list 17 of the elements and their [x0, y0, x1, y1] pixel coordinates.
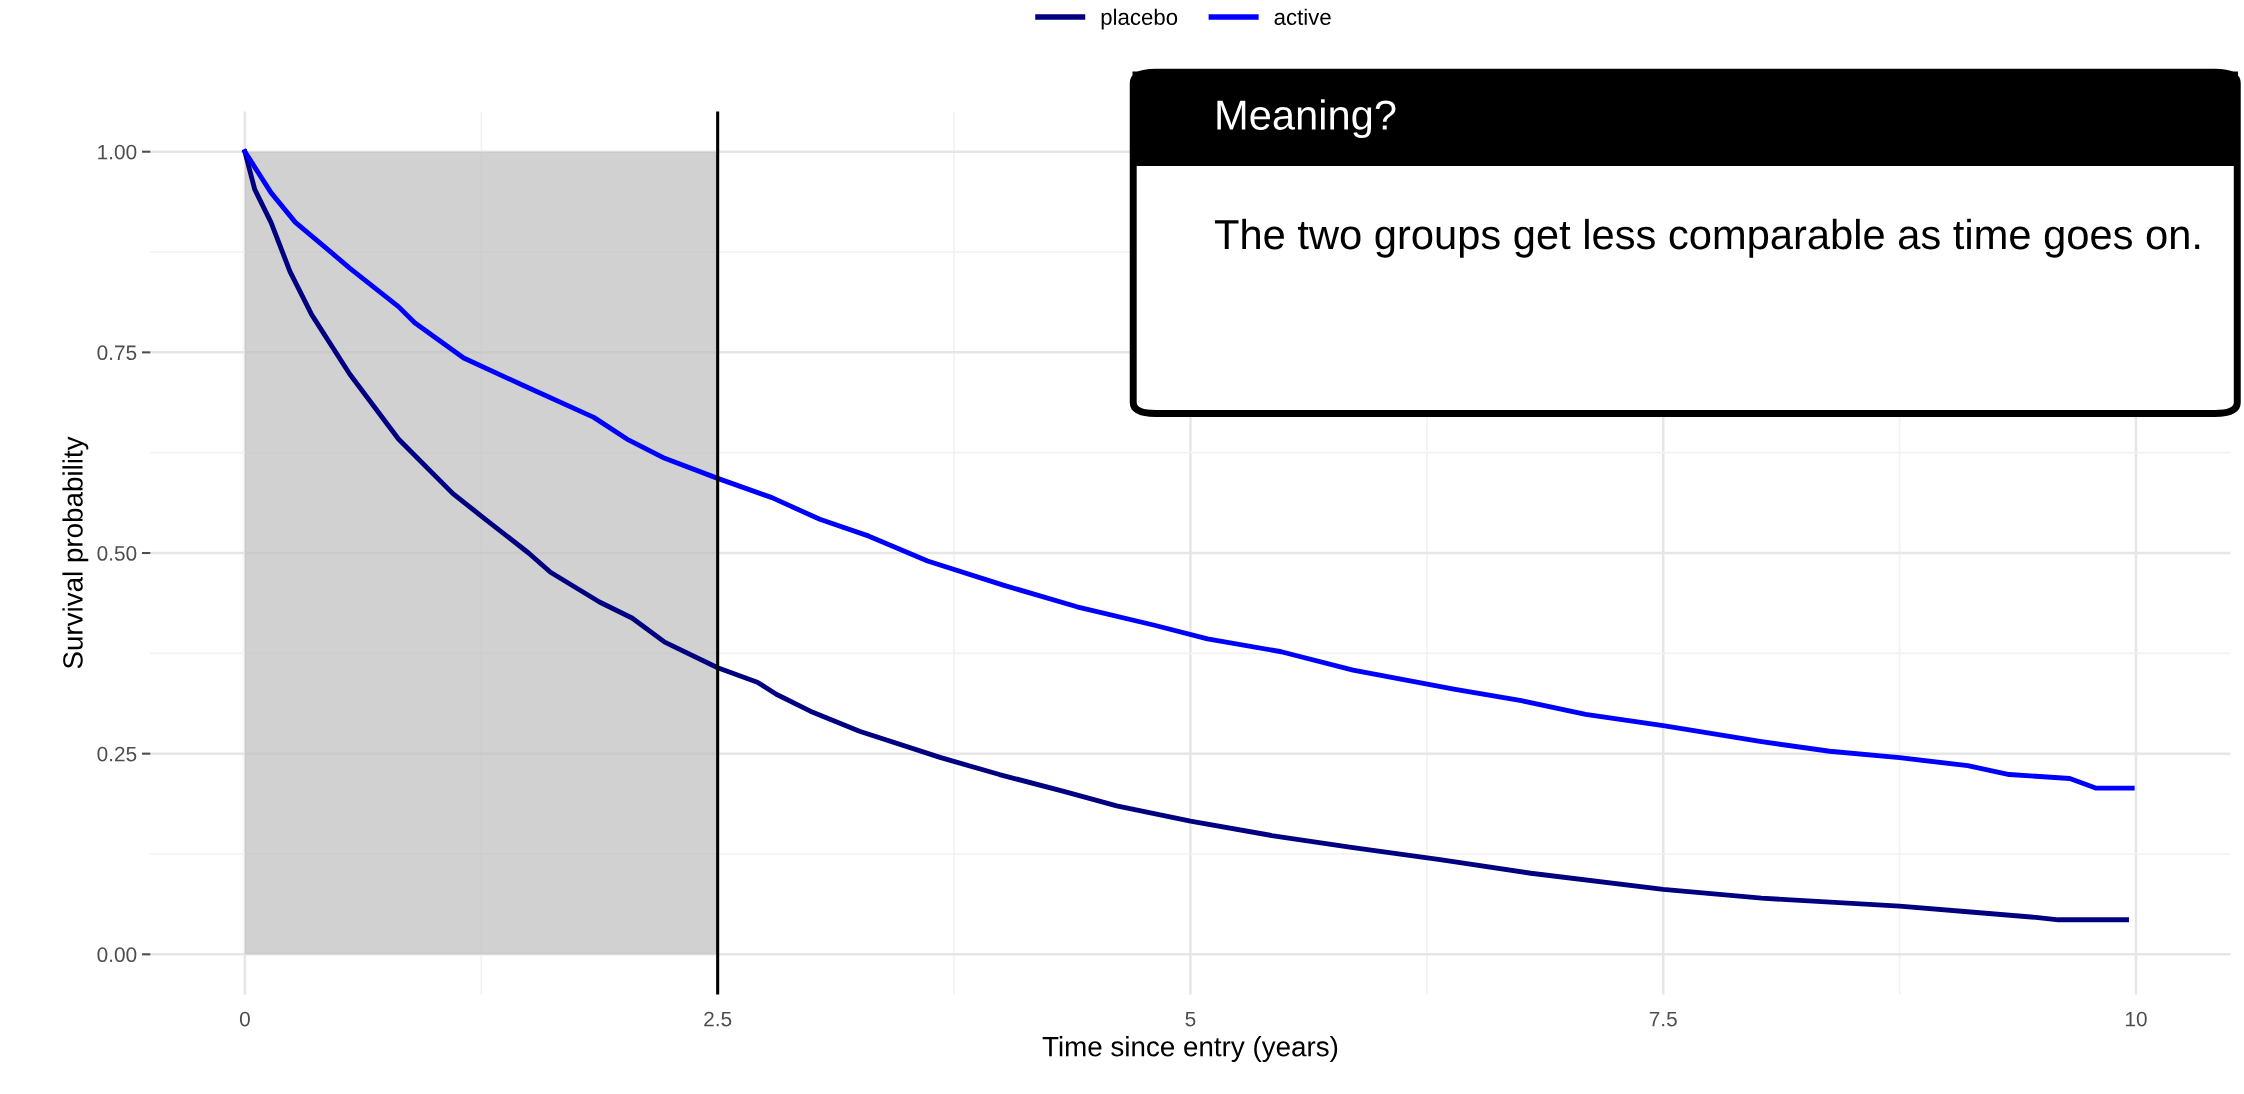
x-tick-label: 2.5 [704, 1011, 732, 1027]
line-series [242, 149, 2135, 791]
legend-label: active [1274, 8, 1331, 26]
y-tick-label: 0.75 [97, 345, 137, 361]
annotation: Meaning? [1217, 99, 1396, 139]
x-tick-label: 0 [239, 1011, 250, 1027]
y-tick-label: 0.25 [97, 746, 137, 762]
y-tick-label: 1.00 [98, 144, 137, 160]
y-tick-label: 0.50 [97, 546, 137, 561]
x-tick-label: 10 [2125, 1011, 2147, 1027]
x-tick-label: 5 [1185, 1011, 1196, 1027]
y-axis-title: Survival probability [62, 436, 89, 669]
y-tick-label: 0.00 [97, 947, 137, 963]
annotation: The two groups get less comparable as time goes on. [1214, 218, 2200, 258]
x-axis-title: Time since entry (years) [1042, 1036, 1338, 1062]
x-tick-label: 7.5 [1649, 1011, 1677, 1027]
legend-label: placebo [1101, 8, 1178, 30]
